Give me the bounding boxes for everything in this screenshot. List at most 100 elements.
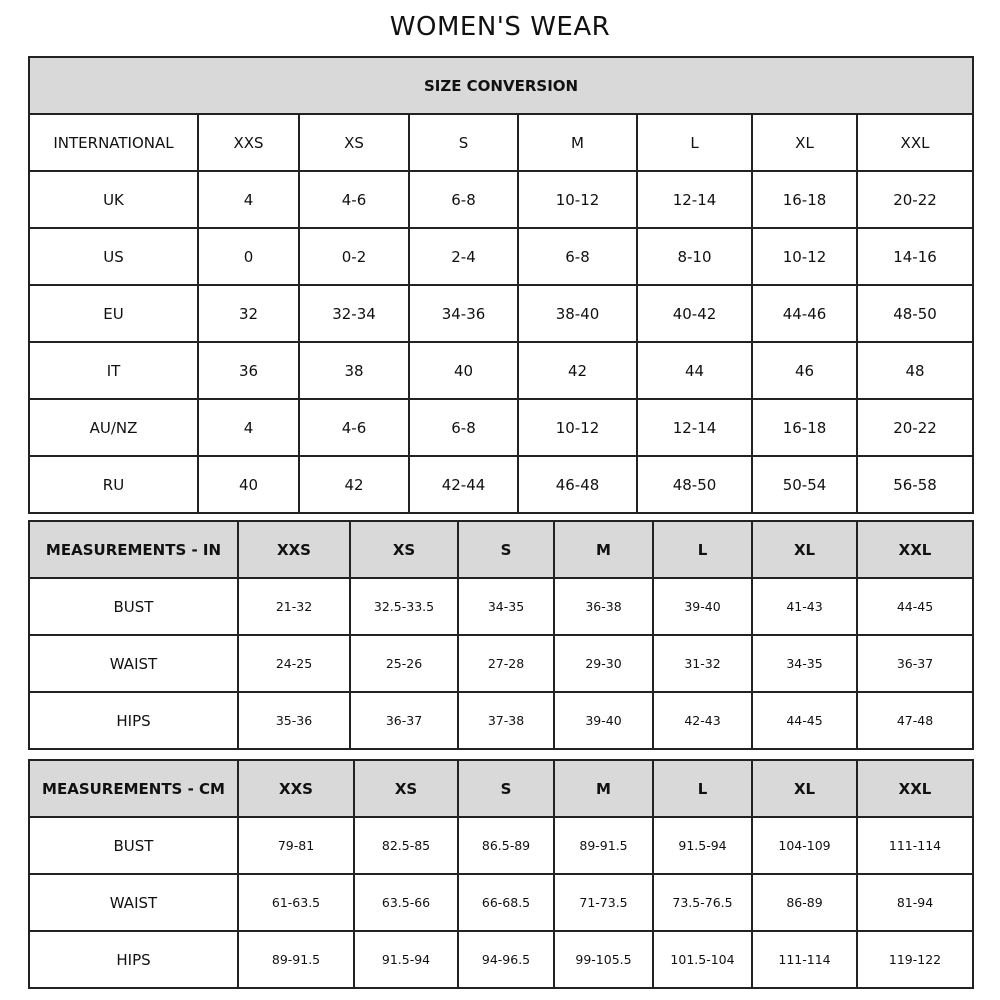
size-conversion-table: SIZE CONVERSION INTERNATIONAL XXS XS S M L XL X… (27, 56, 975, 514)
column-header: XS (353, 759, 459, 818)
table-cell: 6-8 (408, 170, 519, 229)
table-cell: 39-40 (553, 691, 654, 750)
table-cell: 89-91.5 (237, 930, 355, 989)
table-cell: 99-105.5 (553, 930, 654, 989)
page-title: WOMEN'S WEAR (389, 12, 611, 42)
row-label: US (28, 227, 199, 286)
table-cell: 71-73.5 (553, 873, 654, 932)
table-cell: 12-14 (636, 170, 753, 229)
table-cell: 44-45 (856, 577, 974, 636)
table-cell: 40-42 (636, 284, 753, 343)
table-cell: 36-38 (553, 577, 654, 636)
table-cell: 63.5-66 (353, 873, 459, 932)
table-cell: 82.5-85 (353, 816, 459, 875)
table-cell: 4-6 (298, 398, 410, 457)
header-row: MEASUREMENTS - IN XXS XS S M L XL XXL (28, 520, 974, 579)
table-cell: 12-14 (636, 398, 753, 457)
table-cell: 10-12 (517, 170, 638, 229)
table-cell: 86-89 (751, 873, 858, 932)
size-conversion-heading: SIZE CONVERSION (27, 56, 975, 115)
table-cell: 66-68.5 (457, 873, 555, 932)
table-cell: 44-46 (751, 284, 858, 343)
column-header: XL (751, 520, 858, 579)
table-cell: 79-81 (237, 816, 355, 875)
column-header: XXS (237, 520, 351, 579)
table-cell: 20-22 (855, 398, 975, 457)
table-cell: 2-4 (408, 227, 519, 286)
table-row: IT 36 38 40 42 44 46 48 (28, 341, 975, 400)
table-cell: 36 (197, 341, 300, 400)
table-cell: 81-94 (856, 873, 974, 932)
measurements-cm-table: MEASUREMENTS - CM XXS XS S M L XL XXL BUST 79-81 8… (28, 759, 974, 989)
column-header: XL (751, 759, 858, 818)
column-header: XXL (856, 759, 974, 818)
table-cell: 4-6 (298, 170, 410, 229)
table-cell: 36-37 (349, 691, 459, 750)
table-cell: 34-36 (408, 284, 519, 343)
table-row: WAIST 61-63.5 63.5-66 66-68.5 71-73.5 73.5-76… (28, 873, 974, 932)
table-cell: 4 (197, 170, 300, 229)
table-cell: 91.5-94 (652, 816, 753, 875)
column-header: XXS (197, 113, 300, 172)
table-cell: 89-91.5 (553, 816, 654, 875)
table-cell: 40 (197, 455, 300, 514)
table-cell: 94-96.5 (457, 930, 555, 989)
column-header: S (457, 759, 555, 818)
column-header: L (636, 113, 753, 172)
column-header: M (517, 113, 638, 172)
table-cell: 104-109 (751, 816, 858, 875)
table-row: BUST 21-32 32.5-33.5 34-35 36-38 39-40 41-43 44… (28, 577, 974, 636)
table-cell: 48-50 (636, 455, 753, 514)
row-label: HIPS (28, 691, 239, 750)
table-cell: 16-18 (751, 398, 858, 457)
table-cell: 35-36 (237, 691, 351, 750)
table-cell: 91.5-94 (353, 930, 459, 989)
row-label: IT (28, 341, 199, 400)
table-cell: 20-22 (855, 170, 975, 229)
table-cell: 38-40 (517, 284, 638, 343)
table-cell: 42 (298, 455, 410, 514)
column-header: L (652, 520, 753, 579)
column-header: XXS (237, 759, 355, 818)
table-cell: 37-38 (457, 691, 555, 750)
table-row: US 0 0-2 2-4 6-8 8-10 10-12 14-16 (28, 227, 975, 286)
table-row: EU 32 32-34 34-36 38-40 40-42 44-46 48-50 (28, 284, 975, 343)
table-cell: 44 (636, 341, 753, 400)
measurements-in-table: MEASUREMENTS - IN XXS XS S M L XL XXL BUST 21-32 3… (28, 520, 974, 750)
table-row: UK 4 4-6 6-8 10-12 12-14 16-18 20-22 (28, 170, 975, 229)
table-cell: 4 (197, 398, 300, 457)
column-header: M (553, 520, 654, 579)
table-cell: 46 (751, 341, 858, 400)
table-cell: 56-58 (855, 455, 975, 514)
table-row: WAIST 24-25 25-26 27-28 29-30 31-32 34-35 36-37 (28, 634, 974, 693)
column-header: S (457, 520, 555, 579)
table-cell: 32 (197, 284, 300, 343)
table-cell: 42-43 (652, 691, 753, 750)
table-cell: 36-37 (856, 634, 974, 693)
table-cell: 31-32 (652, 634, 753, 693)
table-cell: 46-48 (517, 455, 638, 514)
table-cell: 119-122 (856, 930, 974, 989)
table-cell: 16-18 (751, 170, 858, 229)
row-label: WAIST (28, 634, 239, 693)
table-row: BUST 79-81 82.5-85 86.5-89 89-91.5 91.5-94 104… (28, 816, 974, 875)
table-cell: 10-12 (517, 398, 638, 457)
table-cell: 10-12 (751, 227, 858, 286)
table-cell: 29-30 (553, 634, 654, 693)
column-header: M (553, 759, 654, 818)
table-cell: 24-25 (237, 634, 351, 693)
row-label: BUST (28, 577, 239, 636)
table-cell: 32-34 (298, 284, 410, 343)
column-header: INTERNATIONAL (28, 113, 199, 172)
column-header: XL (751, 113, 858, 172)
table-row: AU/NZ 4 4-6 6-8 10-12 12-14 16-18 20-22 (28, 398, 975, 457)
table-cell: 6-8 (408, 398, 519, 457)
table-cell: 8-10 (636, 227, 753, 286)
row-label: AU/NZ (28, 398, 199, 457)
table-cell: 6-8 (517, 227, 638, 286)
column-header: XXL (856, 520, 974, 579)
table-cell: 61-63.5 (237, 873, 355, 932)
column-header: MEASUREMENTS - CM (28, 759, 239, 818)
table-row: RU 40 42 42-44 46-48 48-50 50-54 56-58 (28, 455, 975, 514)
column-header: XS (298, 113, 410, 172)
